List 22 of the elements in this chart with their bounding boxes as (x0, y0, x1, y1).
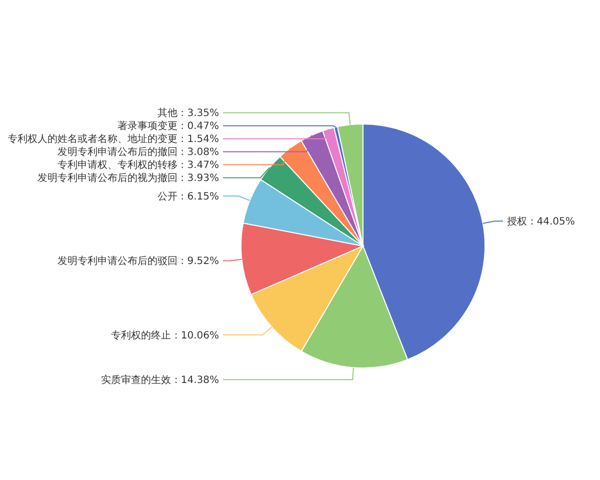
slice-label: 著录事项变更 (117, 121, 178, 132)
data-label: : 9.52% (180, 256, 219, 268)
data-label: : 10.06% (174, 330, 219, 342)
slice-label: 实质审查的生效 (101, 375, 172, 386)
data-label: : 0.47% (180, 121, 219, 132)
data-label: : 3.35% (180, 108, 219, 120)
slice-label: 专利申请权、专利权的转移 (57, 160, 178, 172)
data-label: : 6.15% (180, 192, 219, 203)
slice-label: 发明专利申请公布后的视为撤回 (37, 173, 178, 184)
data-label: : 1.54% (180, 134, 219, 146)
data-label: : 14.38% (174, 375, 219, 386)
data-label: : 3.08% (180, 147, 219, 158)
slice-label: 授权 (507, 216, 527, 228)
slice-label: 专利权的终止 (111, 330, 172, 342)
slice-label: 发明专利申请公布后的撤回 (57, 147, 178, 158)
slice-label: 公开 (157, 192, 178, 203)
slice-label: 其他 (157, 108, 178, 120)
data-label: : 44.05% (530, 216, 575, 228)
data-label: : 3.93% (180, 173, 219, 184)
slice-label: 发明专利申请公布后的驳回 (57, 256, 178, 268)
slice-label: 专利权人的姓名或者名称、地址的变更 (7, 134, 178, 146)
data-label: : 3.47% (180, 160, 219, 172)
